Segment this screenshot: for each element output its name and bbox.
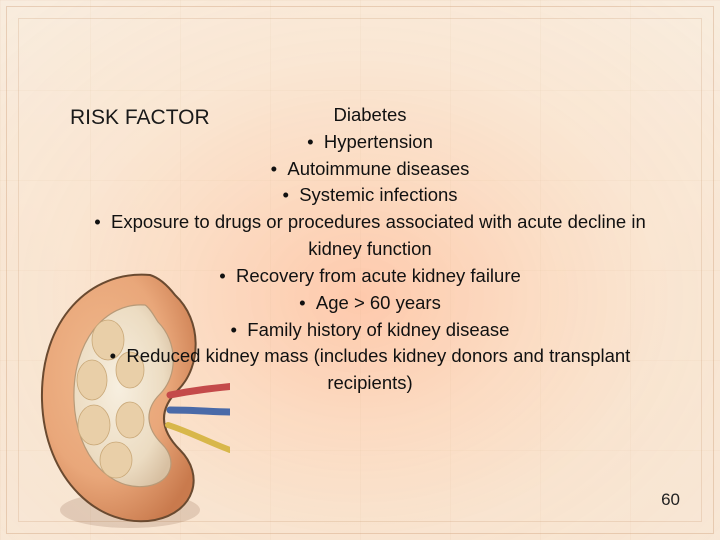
bullet-glyph: • [271, 158, 277, 179]
bullet-glyph: • [307, 131, 313, 152]
list-item: • Autoimmune diseases [70, 156, 670, 183]
list-item-label: Age > 60 years [316, 292, 441, 313]
bullet-glyph: • [299, 292, 305, 313]
list-item: • Age > 60 years [70, 290, 670, 317]
list-item-label: Family history of kidney disease [247, 319, 509, 340]
list-item-label: Recovery from acute kidney failure [236, 265, 521, 286]
list-item: • Hypertension [70, 129, 670, 156]
bullet-glyph: • [94, 211, 100, 232]
bullet-glyph: • [231, 319, 237, 340]
page-number: 60 [661, 490, 680, 510]
list-item: Diabetes [70, 102, 670, 129]
list-item-label: Systemic infections [299, 184, 457, 205]
list-item-label: Autoimmune diseases [287, 158, 469, 179]
list-item: • Family history of kidney disease [70, 317, 670, 344]
list-item: • Recovery from acute kidney failure [70, 263, 670, 290]
bullet-glyph: • [219, 265, 225, 286]
list-item-label: Hypertension [324, 131, 433, 152]
list-item-label: Exposure to drugs or procedures associat… [111, 211, 646, 259]
list-item-label: Reduced kidney mass (includes kidney don… [126, 345, 630, 393]
risk-factor-list: Diabetes • Hypertension • Autoimmune dis… [70, 102, 670, 397]
bullet-glyph: • [110, 345, 116, 366]
list-item: • Systemic infections [70, 182, 670, 209]
list-item: • Reduced kidney mass (includes kidney d… [70, 343, 670, 397]
bullet-glyph: • [282, 184, 288, 205]
list-item: • Exposure to drugs or procedures associ… [70, 209, 670, 263]
